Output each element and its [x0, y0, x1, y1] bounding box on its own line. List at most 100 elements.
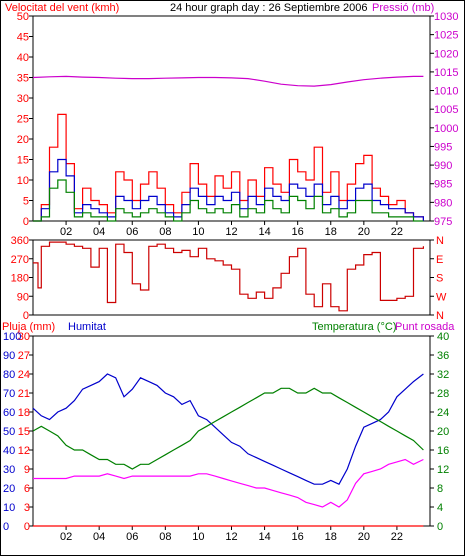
- humidity-tick-label: 70: [3, 388, 15, 400]
- temperature-tick-label: 32: [437, 369, 449, 381]
- hour-tick-label: 12: [225, 531, 237, 543]
- humidity-tick-label: 10: [3, 502, 15, 514]
- hour-tick-label: 20: [358, 226, 370, 238]
- pressure-tick-label: 980: [434, 197, 452, 209]
- wind-tick-label: 5: [23, 196, 29, 208]
- rain-tick-label: 6: [24, 483, 30, 495]
- hour-tick-label: 16: [292, 531, 304, 543]
- pressure-tick-label: 985: [434, 179, 452, 191]
- humidity-axis: 0 10 20 30 40 50 60 70 80 90 100: [3, 331, 21, 533]
- pressure-tick-label: 995: [434, 141, 452, 153]
- hour-tick-label: 08: [159, 226, 171, 238]
- compass-tick-label: E: [436, 254, 443, 266]
- temperature-tick-label: 12: [437, 464, 449, 476]
- wind-tick-label: 45: [17, 32, 29, 44]
- pressure-tick-label: 1030: [434, 11, 458, 23]
- humidity-tick-label: 100: [3, 331, 21, 343]
- hour-tick-label: 18: [325, 531, 337, 543]
- humidity-tick-label: 0: [3, 521, 9, 533]
- humidity-temperature-series: [32, 373, 424, 527]
- temperature-tick-label: 0: [437, 521, 443, 533]
- humidity-tick-label: 40: [3, 445, 15, 457]
- wind_avg-line: [33, 158, 424, 222]
- temperature-axis: 0 4 8 12 16 20 24 28 32 36 40: [430, 331, 449, 533]
- temperature-tick-label: 40: [437, 331, 449, 343]
- hour-tick-label: 04: [93, 531, 105, 543]
- hour-tick-label: 04: [93, 226, 105, 238]
- wind-tick-label: 10: [17, 175, 29, 187]
- humidity-line: [32, 373, 424, 485]
- hour-tick-label: 20: [358, 531, 370, 543]
- compass-tick-label: S: [436, 273, 443, 285]
- temperature-tick-label: 4: [437, 502, 443, 514]
- direction-tick-label: 90: [17, 291, 29, 303]
- hour-tick-label: 02: [60, 531, 72, 543]
- direction-tick-label: 0: [23, 310, 29, 322]
- humidity-tick-label: 80: [3, 369, 15, 381]
- wind-pressure-plot-area: [32, 15, 431, 222]
- hour-tick-label: 12: [225, 226, 237, 238]
- wind_low-line: [33, 179, 424, 222]
- wind-tick-label: 35: [17, 73, 29, 85]
- hour-tick-label: 06: [126, 226, 138, 238]
- temperature-line: [32, 387, 424, 470]
- pressure-tick-label: 1005: [434, 104, 458, 116]
- pressure-axis: 975 980 985 990 995 1000 1005 1010 1015 1020 1025 1…: [430, 11, 458, 228]
- wind-pressure-series: [32, 75, 424, 222]
- rain-tick-label: 30: [18, 331, 30, 343]
- humidity-label: Humitat: [68, 321, 106, 333]
- temperature-label: Temperatura (°C): [312, 321, 396, 333]
- hour-tick-label: 02: [60, 226, 72, 238]
- rain-tick-label: 15: [18, 426, 30, 438]
- rain-tick-label: 18: [18, 407, 30, 419]
- rain-tick-label: 21: [18, 388, 30, 400]
- direction-tick-label: 180: [11, 273, 29, 285]
- hour-tick-label: 06: [126, 531, 138, 543]
- hour-tick-label: 18: [325, 226, 337, 238]
- humidity-tick-label: 20: [3, 483, 15, 495]
- pressure-tick-label: 975: [434, 216, 452, 228]
- wind-speed-axis: 0 5 10 15 20 25 30 35 40 45 50: [17, 11, 33, 228]
- pressure-tick-label: 1015: [434, 67, 458, 79]
- temperature-tick-label: 36: [437, 350, 449, 362]
- temperature-tick-label: 24: [437, 407, 449, 419]
- direction-degree-axis: 0 90 180 270 360: [11, 235, 33, 322]
- humidity-temperature-plot-area: [32, 335, 431, 527]
- dewpoint-label: Punt rosada: [395, 321, 455, 333]
- wind-tick-label: 50: [17, 11, 29, 23]
- temperature-tick-label: 16: [437, 445, 449, 457]
- direction-line: [33, 241, 424, 312]
- wind_gust-line: [33, 113, 424, 222]
- direction-tick-label: 270: [11, 254, 29, 266]
- pressure-tick-label: 1020: [434, 48, 458, 60]
- humidity-tick-label: 50: [3, 426, 15, 438]
- rain-tick-label: 3: [24, 502, 30, 514]
- hour-tick-label: 16: [292, 226, 304, 238]
- temperature-tick-label: 20: [437, 426, 449, 438]
- hour-axis-top: 02 04 06 08 10 12 14 16 18 20 22: [60, 221, 403, 238]
- pressure-tick-label: 990: [434, 160, 452, 172]
- temperature-tick-label: 28: [437, 388, 449, 400]
- rain-label: Pluja (mm): [2, 321, 55, 333]
- pressure-label: Pressió (mb): [372, 2, 434, 14]
- pressure-tick-label: 1010: [434, 86, 458, 98]
- wind-tick-label: 40: [17, 52, 29, 64]
- hour-tick-label: 14: [258, 226, 270, 238]
- wind-direction-series: [33, 241, 424, 312]
- humidity-tick-label: 30: [3, 464, 15, 476]
- wind-direction-plot-area: [32, 239, 431, 316]
- hour-tick-label: 22: [391, 531, 403, 543]
- rain-tick-label: 9: [24, 464, 30, 476]
- compass-tick-label: N: [436, 235, 444, 247]
- wind-tick-label: 20: [17, 134, 29, 146]
- rain-axis: 0 3 6 9 12 15 18 21 24 27 30: [18, 331, 33, 533]
- wind-speed-label: Velocitat del vent (kmh): [5, 2, 119, 14]
- wind-tick-label: 15: [17, 155, 29, 167]
- rain-tick-label: 24: [18, 369, 30, 381]
- rain-tick-label: 27: [18, 350, 30, 362]
- humidity-tick-label: 60: [3, 407, 15, 419]
